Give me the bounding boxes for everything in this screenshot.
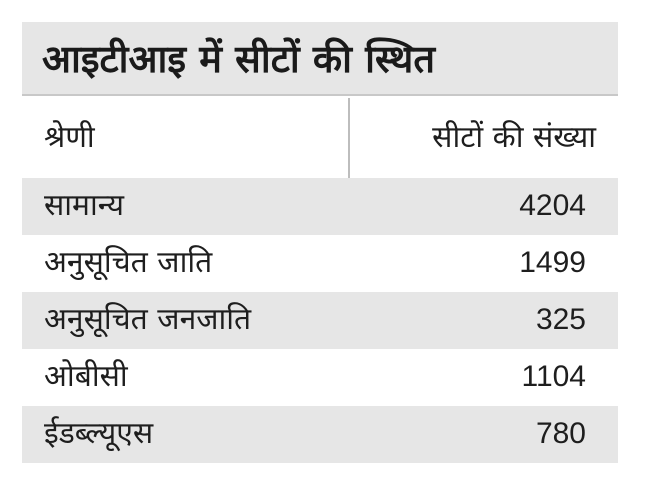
row-category: अनुसूचित जाति bbox=[44, 245, 213, 280]
row-seat-count: 780 bbox=[535, 417, 586, 450]
column-header-category: श्रेणी bbox=[44, 120, 95, 155]
table-row: ओबीसी 1104 bbox=[22, 349, 618, 406]
row-seat-count: 325 bbox=[535, 303, 586, 336]
seats-table: आइटीआइ में सीटों की स्थित श्रेणी सीटों क… bbox=[22, 22, 618, 464]
row-category: सामान्य bbox=[44, 188, 125, 223]
title-bar: आइटीआइ में सीटों की स्थित bbox=[22, 22, 618, 96]
table-title: आइटीआइ में सीटों की स्थित bbox=[42, 37, 435, 81]
table-row: ईडब्ल्यूएस 780 bbox=[22, 406, 618, 463]
row-seat-count: 1499 bbox=[519, 246, 586, 279]
table-body: सामान्य 4204 अनुसूचित जाति 1499 अनुसूचित… bbox=[22, 178, 618, 463]
row-seat-count: 4204 bbox=[519, 189, 586, 222]
row-seat-count: 1104 bbox=[521, 360, 586, 393]
row-category: अनुसूचित जनजाति bbox=[44, 302, 252, 337]
column-header-seats: सीटों की संख्या bbox=[432, 120, 596, 155]
column-divider bbox=[348, 98, 350, 178]
row-category: ओबीसी bbox=[44, 359, 128, 394]
table-header-row: श्रेणी सीटों की संख्या bbox=[22, 98, 618, 178]
table-row: अनुसूचित जनजाति 325 bbox=[22, 292, 618, 349]
table-row: सामान्य 4204 bbox=[22, 178, 618, 235]
table-row: अनुसूचित जाति 1499 bbox=[22, 235, 618, 292]
row-category: ईडब्ल्यूएस bbox=[44, 416, 154, 451]
